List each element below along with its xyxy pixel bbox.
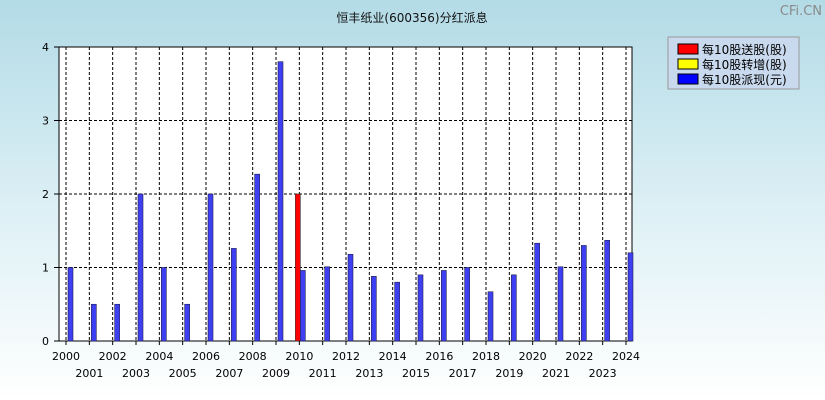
bar-cash-2022 [581, 245, 587, 342]
x-tick-label-2001: 2001 [75, 367, 103, 380]
legend-label-1: 每10股转增(股) [702, 57, 787, 72]
y-axis-ticks: 0 1 2 3 4 [42, 41, 59, 348]
bar-cash-2009 [277, 61, 284, 342]
x-axis-ticks: 2000 2001 2002 2003 2004 2005 2006 2007 2008 2009… [52, 341, 640, 380]
chart-title: 恒丰纸业(600356)分红派息 [336, 10, 487, 25]
bar-send-2010 [295, 193, 301, 342]
bar-cash-2003 [137, 193, 144, 342]
x-tick-label-2013: 2013 [355, 367, 383, 380]
bar-cash-2023 [604, 240, 610, 342]
bar-cash-2013 [371, 276, 377, 342]
bar-cash-2004 [161, 267, 167, 342]
bar-cash-2018 [487, 291, 494, 342]
x-tick-label-2018: 2018 [472, 350, 500, 363]
x-tick-label-2005: 2005 [169, 367, 197, 380]
legend: 每10股送股(股)每10股转增(股)每10股派现(元) [667, 36, 800, 90]
legend-label-2: 每10股派现(元) [702, 72, 787, 87]
bar-cash-2011 [324, 266, 330, 342]
bar-cash-2014 [394, 281, 400, 342]
x-tick-label-2010: 2010 [285, 350, 313, 363]
bar-cash-2019 [511, 274, 517, 342]
bar-cash-2006 [207, 193, 214, 342]
legend-swatch-2 [677, 73, 699, 85]
bar-cash-2000 [67, 267, 74, 342]
y-tick-label-3: 3 [42, 115, 49, 128]
x-tick-label-2023: 2023 [589, 367, 617, 380]
x-tick-label-2024: 2024 [612, 350, 640, 363]
bar-cash-2005 [184, 303, 190, 342]
y-tick-label-0: 0 [42, 335, 49, 348]
x-tick-label-2015: 2015 [402, 367, 430, 380]
x-tick-label-2020: 2020 [519, 350, 547, 363]
bar-cash-2001 [91, 303, 97, 342]
x-tick-label-2004: 2004 [145, 350, 173, 363]
bar-cash-2017 [464, 267, 470, 342]
bar-cash-2002 [114, 303, 120, 342]
legend-label-0: 每10股送股(股) [702, 42, 787, 57]
bar-cash-2015 [417, 274, 424, 342]
y-tick-label-1: 1 [42, 262, 49, 275]
bar-cash-2021 [557, 266, 564, 342]
y-tick-label-2: 2 [42, 188, 49, 201]
bar-cash-2008 [254, 173, 260, 342]
bar-cash-2024 [627, 252, 634, 342]
y-tick-label-4: 4 [42, 41, 49, 54]
watermark: CFi.CN [780, 4, 822, 19]
x-tick-label-2019: 2019 [495, 367, 523, 380]
bar-cash-2012 [347, 253, 354, 342]
legend-swatch-1 [677, 58, 699, 70]
x-tick-label-2014: 2014 [379, 350, 407, 363]
bar-cash-2007 [231, 248, 237, 342]
x-tick-label-2016: 2016 [425, 350, 453, 363]
x-tick-label-2002: 2002 [99, 350, 127, 363]
x-tick-label-2008: 2008 [239, 350, 267, 363]
x-tick-label-2003: 2003 [122, 367, 150, 380]
x-tick-label-2021: 2021 [542, 367, 570, 380]
x-tick-label-2009: 2009 [262, 367, 290, 380]
x-tick-label-2012: 2012 [332, 350, 360, 363]
bar-cash-2016 [441, 270, 447, 342]
bar-cash-2010 [300, 270, 306, 342]
x-tick-label-2007: 2007 [215, 367, 243, 380]
bar-cash-2020 [534, 242, 540, 342]
legend-swatch-0 [677, 43, 699, 55]
bars [67, 61, 634, 342]
x-tick-label-2011: 2011 [309, 367, 337, 380]
x-tick-label-2022: 2022 [565, 350, 593, 363]
x-tick-label-2017: 2017 [449, 367, 477, 380]
x-tick-label-2006: 2006 [192, 350, 220, 363]
x-tick-label-2000: 2000 [52, 350, 80, 363]
